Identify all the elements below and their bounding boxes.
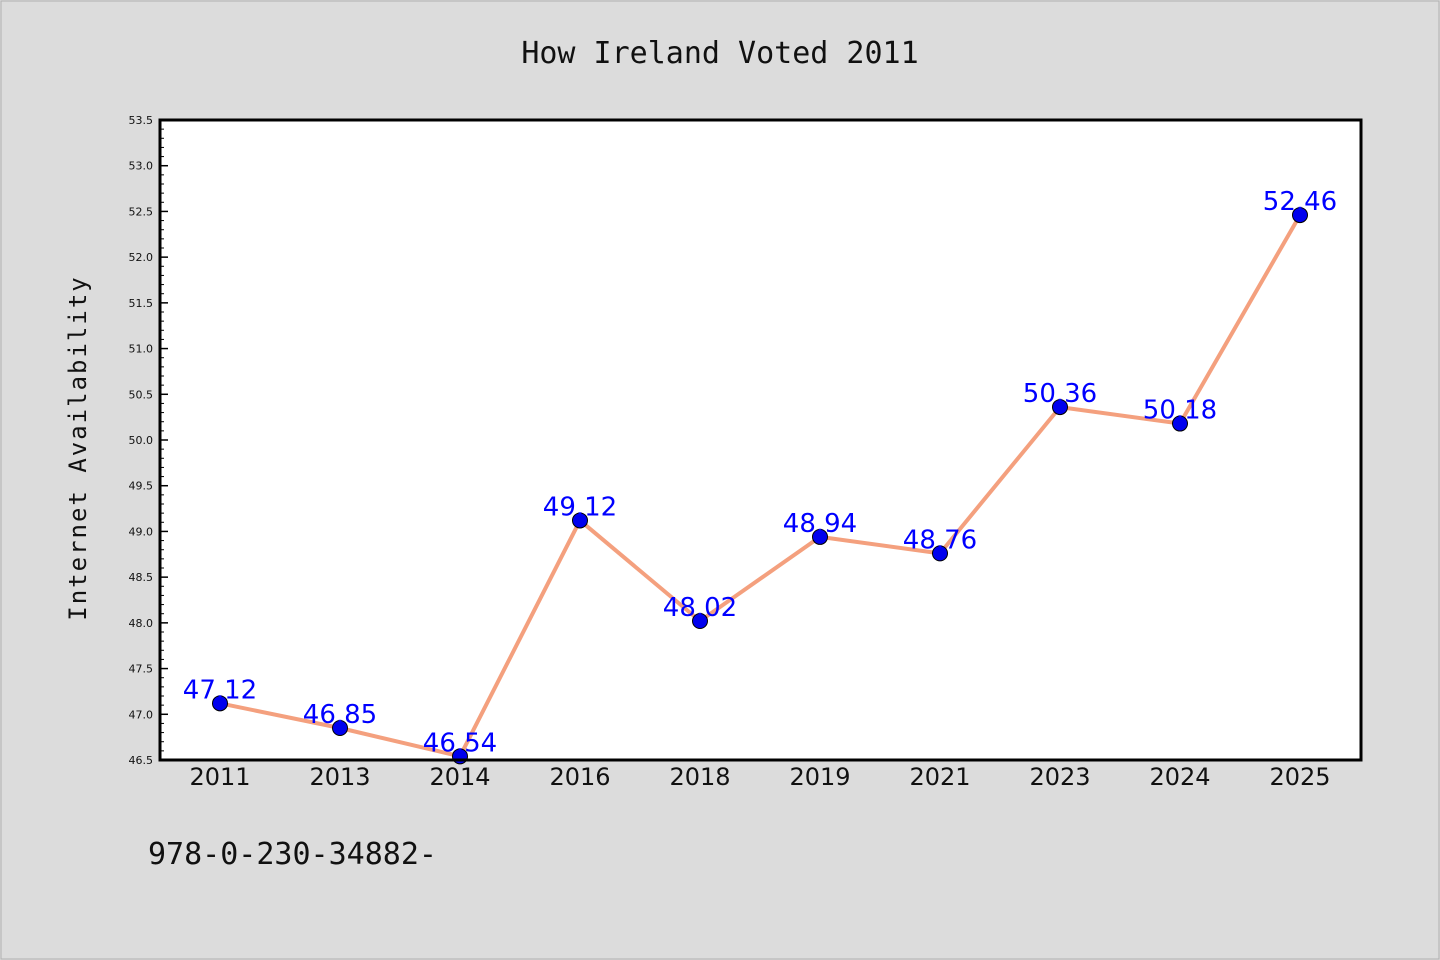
marker-layer [212, 207, 1308, 765]
data-label: 52.46 [1263, 187, 1337, 217]
data-point [212, 695, 228, 712]
y-tick-label: 50.0 [129, 434, 154, 447]
plot-area [160, 120, 1361, 760]
data-label: 49.12 [543, 492, 617, 522]
x-tick-label: 2023 [1029, 763, 1090, 791]
series-layer [219, 214, 1302, 759]
series-line [219, 214, 1302, 759]
y-tick-label: 52.5 [129, 205, 154, 218]
x-tick-label: 2025 [1269, 763, 1330, 791]
data-point [1292, 207, 1308, 224]
y-tick-label: 48.5 [129, 571, 154, 584]
y-axis-tick-labels: 46.5 47.0 47.5 48.0 48.5 49.0 49.5 50.0 50.5 51.0… [129, 114, 154, 767]
plot-frame [158, 118, 1363, 762]
data-point [332, 720, 348, 736]
y-tick-label: 49.5 [129, 480, 154, 493]
data-point [1052, 399, 1068, 416]
x-tick-label: 2013 [309, 763, 370, 791]
data-label: 48.02 [663, 593, 737, 623]
data-label: 46.85 [303, 700, 377, 730]
y-tick-label: 51.5 [129, 297, 154, 310]
x-tick-label: 2018 [669, 763, 730, 791]
y-tick-label: 53.5 [129, 114, 154, 127]
data-label: 48.94 [783, 509, 857, 539]
x-tick-label: 2016 [549, 763, 610, 791]
footer-isbn-text: 978-0-230-34882- [148, 837, 437, 872]
data-point [692, 613, 708, 630]
y-axis-label: Internet Availability [64, 275, 92, 620]
chart-title: How Ireland Voted 2011 [521, 36, 918, 71]
data-label: 48.76 [903, 525, 977, 555]
data-label: 46.54 [423, 728, 497, 758]
data-point [1172, 415, 1188, 432]
y-tick-label: 46.5 [129, 754, 154, 767]
data-label: 50.36 [1023, 379, 1097, 409]
x-tick-label: 2011 [189, 763, 250, 791]
y-tick-label: 52.0 [129, 251, 154, 264]
data-label-layer: 47.12 46.85 46.54 49.12 48.02 48.94 48.76 50.36… [183, 187, 1337, 758]
y-tick-label: 50.5 [129, 388, 154, 401]
x-axis-tick-labels: 2011 2013 2014 2016 2018 2019 2021 2023 2024 2025 [189, 763, 1330, 791]
data-label: 47.12 [183, 675, 257, 705]
data-point [812, 528, 828, 545]
y-tick-label: 49.0 [129, 525, 154, 538]
y-tick-label: 47.0 [129, 708, 154, 721]
x-tick-label: 2024 [1149, 763, 1210, 791]
y-tick-label: 47.5 [129, 663, 154, 676]
y-tick-label: 51.0 [129, 343, 154, 356]
y-tick-label: 48.0 [129, 617, 154, 630]
data-label: 50.18 [1143, 396, 1217, 426]
data-point [932, 545, 948, 562]
x-tick-label: 2019 [789, 763, 850, 791]
x-tick-label: 2021 [909, 763, 970, 791]
data-point [572, 512, 588, 529]
y-tick-label: 53.0 [129, 160, 154, 173]
x-tick-label: 2014 [429, 763, 490, 791]
